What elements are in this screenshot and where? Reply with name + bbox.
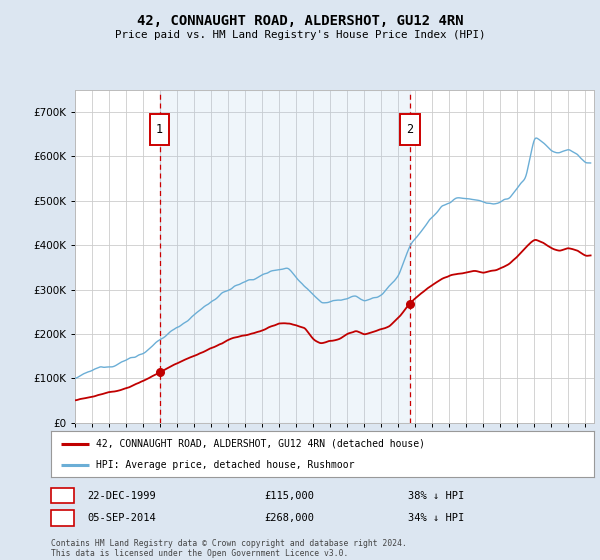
Text: 22-DEC-1999: 22-DEC-1999 xyxy=(87,491,156,501)
Text: £115,000: £115,000 xyxy=(264,491,314,501)
Text: 34% ↓ HPI: 34% ↓ HPI xyxy=(408,513,464,523)
Text: HPI: Average price, detached house, Rushmoor: HPI: Average price, detached house, Rush… xyxy=(95,460,354,470)
Text: 2: 2 xyxy=(59,513,66,523)
Text: 42, CONNAUGHT ROAD, ALDERSHOT, GU12 4RN: 42, CONNAUGHT ROAD, ALDERSHOT, GU12 4RN xyxy=(137,14,463,28)
FancyBboxPatch shape xyxy=(150,114,169,146)
Text: 42, CONNAUGHT ROAD, ALDERSHOT, GU12 4RN (detached house): 42, CONNAUGHT ROAD, ALDERSHOT, GU12 4RN … xyxy=(95,438,425,449)
Text: Contains HM Land Registry data © Crown copyright and database right 2024.
This d: Contains HM Land Registry data © Crown c… xyxy=(51,539,407,558)
Text: 2: 2 xyxy=(406,123,413,136)
Text: 1: 1 xyxy=(156,123,163,136)
Text: Price paid vs. HM Land Registry's House Price Index (HPI): Price paid vs. HM Land Registry's House … xyxy=(115,30,485,40)
Text: 1: 1 xyxy=(59,491,66,501)
Bar xyxy=(160,90,410,423)
FancyBboxPatch shape xyxy=(400,114,420,146)
Text: 05-SEP-2014: 05-SEP-2014 xyxy=(87,513,156,523)
Text: £268,000: £268,000 xyxy=(264,513,314,523)
Text: 38% ↓ HPI: 38% ↓ HPI xyxy=(408,491,464,501)
